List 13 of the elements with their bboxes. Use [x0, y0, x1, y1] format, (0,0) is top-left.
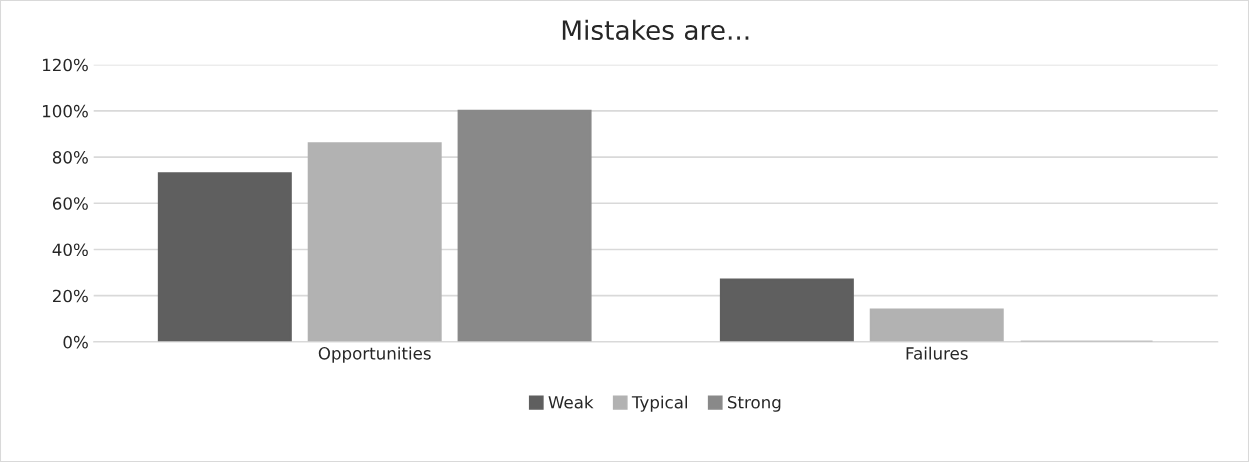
y-tick-label: 20% [52, 289, 88, 303]
legend-label: Strong [728, 395, 781, 412]
y-tick-label: 80% [52, 151, 88, 164]
y-tick-label: 40% [52, 243, 88, 257]
y-tick-label: 0% [63, 335, 88, 349]
y-tick-label: 120% [43, 58, 88, 72]
y-tick-label: 60% [52, 197, 88, 210]
legend-label: Weak [548, 395, 594, 409]
chart-title: Mistakes are... [562, 19, 749, 41]
x-tick-label: Opportunities [318, 346, 431, 363]
x-tick-label: Failures [906, 346, 968, 360]
y-tick-label: 100% [43, 104, 88, 118]
legend-label: Typical [631, 395, 687, 412]
